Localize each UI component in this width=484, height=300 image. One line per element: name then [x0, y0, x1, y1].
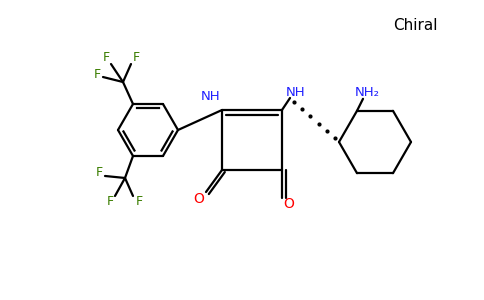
Text: F: F — [106, 196, 114, 208]
Text: F: F — [93, 68, 101, 80]
Text: O: O — [284, 197, 294, 211]
Text: NH: NH — [201, 89, 221, 103]
Text: NH₂: NH₂ — [354, 86, 379, 99]
Text: F: F — [133, 50, 139, 64]
Text: O: O — [194, 192, 204, 206]
Text: NH: NH — [286, 86, 306, 100]
Text: Chiral: Chiral — [393, 17, 437, 32]
Text: F: F — [136, 196, 143, 208]
Text: F: F — [103, 50, 109, 64]
Text: F: F — [95, 167, 103, 179]
